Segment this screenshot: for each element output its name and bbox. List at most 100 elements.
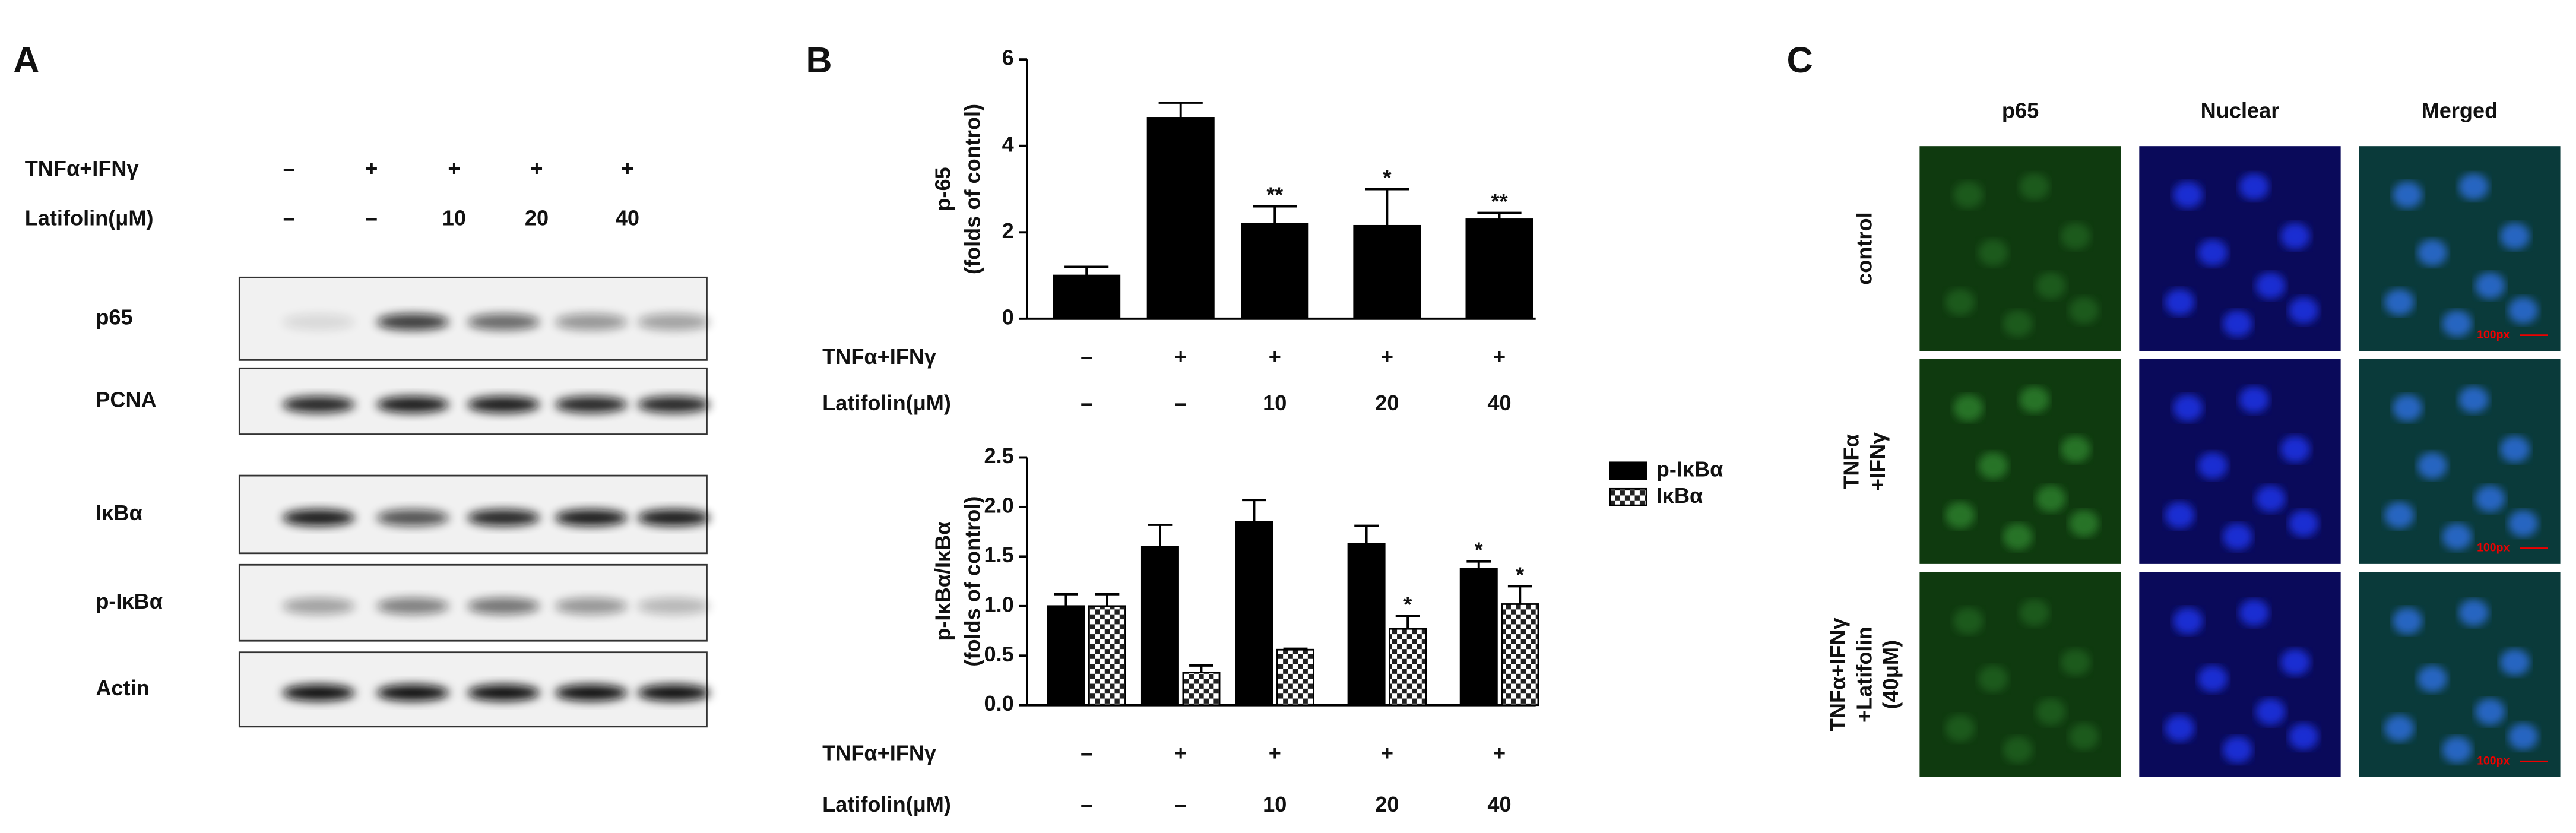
nucleus [2165, 289, 2195, 316]
bar [1088, 605, 1126, 707]
nucleus [2173, 607, 2203, 635]
treatment-cell: + [1381, 741, 1393, 765]
nucleus [2239, 173, 2269, 200]
bar [1146, 117, 1215, 320]
blot-band [467, 509, 540, 526]
nucleus [2222, 523, 2252, 550]
y-tick-label: 2.0 [984, 493, 1014, 517]
blot-band [467, 313, 540, 331]
blot-label: IκBα [96, 501, 142, 525]
nucleus [2019, 386, 2049, 413]
nucleus [1953, 181, 1984, 208]
blot-band [282, 597, 356, 615]
significance: * [1383, 165, 1392, 189]
nucleus [1945, 289, 1975, 316]
row-label: (40μM) [1878, 640, 1903, 710]
nucleus [2003, 523, 2033, 550]
treatment-cell: + [1174, 344, 1187, 369]
blot-band [376, 597, 449, 615]
row-label: +IFNγ [1865, 432, 1890, 491]
treatment-cell: + [1493, 344, 1506, 369]
scale-bar-label: 100px [2477, 541, 2510, 555]
row-label: control [1852, 212, 1877, 284]
legend-label: p-IκBα [1656, 457, 1723, 481]
nucleus [2255, 272, 2286, 299]
nucleus [2442, 736, 2472, 764]
bar [1140, 546, 1179, 707]
nucleus [2019, 173, 2049, 200]
nucleus [2222, 736, 2252, 764]
nucleus [2019, 599, 2049, 626]
treatment-label: TNFα+IFNγ [25, 156, 139, 180]
blot-band [282, 396, 356, 413]
scale-bar-label: 100px [2477, 328, 2510, 341]
nucleus [2198, 665, 2228, 692]
nucleus [2239, 386, 2269, 413]
nucleus [2442, 523, 2472, 550]
bar [1182, 672, 1221, 707]
nucleus [2069, 510, 2099, 537]
nucleus [2458, 599, 2489, 626]
treatment-cell: 10 [442, 206, 466, 230]
nucleus [2255, 485, 2286, 512]
nucleus [2165, 715, 2195, 742]
nucleus [2289, 723, 2319, 750]
y-tick-label: 2 [1002, 218, 1014, 243]
row-label: TNFα+IFNγ [1826, 617, 1850, 731]
legend-swatch [1609, 487, 1647, 506]
bar [1047, 605, 1085, 707]
treatment-cell: 10 [1263, 391, 1287, 415]
nucleus [2289, 510, 2319, 537]
nucleus [2458, 386, 2489, 413]
treatment-cell: 20 [525, 206, 549, 230]
blot-band [282, 684, 356, 701]
nucleus [1953, 607, 1984, 635]
nucleus [2500, 436, 2530, 463]
nucleus [2289, 297, 2319, 324]
nucleus [2173, 181, 2203, 208]
y-tick-label: 2.5 [984, 444, 1014, 468]
nucleus [2165, 502, 2195, 529]
nucleus [2475, 485, 2505, 512]
bar [1459, 567, 1498, 707]
nucleus [2280, 436, 2311, 463]
scale-bar-label: 100px [2477, 754, 2510, 767]
treatment-cell: + [365, 156, 378, 180]
treatment-label: Latifolin(μM) [822, 391, 951, 415]
blot-band [467, 597, 540, 615]
column-header: p65 [2002, 99, 2039, 123]
bar [1053, 274, 1121, 320]
nucleus [2061, 649, 2091, 676]
treatment-label: TNFα+IFNγ [822, 344, 936, 369]
nucleus [1978, 239, 2008, 266]
bar [1347, 543, 1386, 707]
nucleus [2475, 272, 2505, 299]
nucleus [2003, 310, 2033, 337]
treatment-cell: + [1174, 741, 1187, 765]
significance: * [1403, 592, 1412, 616]
significance: ** [1266, 182, 1284, 207]
nucleus [2198, 239, 2228, 266]
bar [1353, 224, 1421, 320]
nucleus [2239, 599, 2269, 626]
nucleus [2061, 223, 2091, 250]
nucleus [2069, 723, 2099, 750]
treatment-cell: – [1175, 792, 1187, 816]
nucleus [1953, 394, 1984, 422]
blot-label: p65 [96, 305, 132, 329]
y-tick-label: 0.0 [984, 691, 1014, 715]
nucleus [2384, 289, 2415, 316]
treatment-cell: – [283, 206, 295, 230]
nucleus [2417, 665, 2448, 692]
nucleus [2069, 297, 2099, 324]
nucleus [1978, 665, 2008, 692]
nucleus [2458, 173, 2489, 200]
treatment-cell: – [1081, 792, 1092, 816]
treatment-cell: 20 [1375, 792, 1399, 816]
y-axis-label: p-IκBα/IκBα [931, 521, 955, 641]
treatment-cell: 40 [1487, 391, 1511, 415]
treatment-cell: 20 [1375, 391, 1399, 415]
blot-label: p-IκBα [96, 589, 163, 613]
bar [1501, 603, 1539, 707]
